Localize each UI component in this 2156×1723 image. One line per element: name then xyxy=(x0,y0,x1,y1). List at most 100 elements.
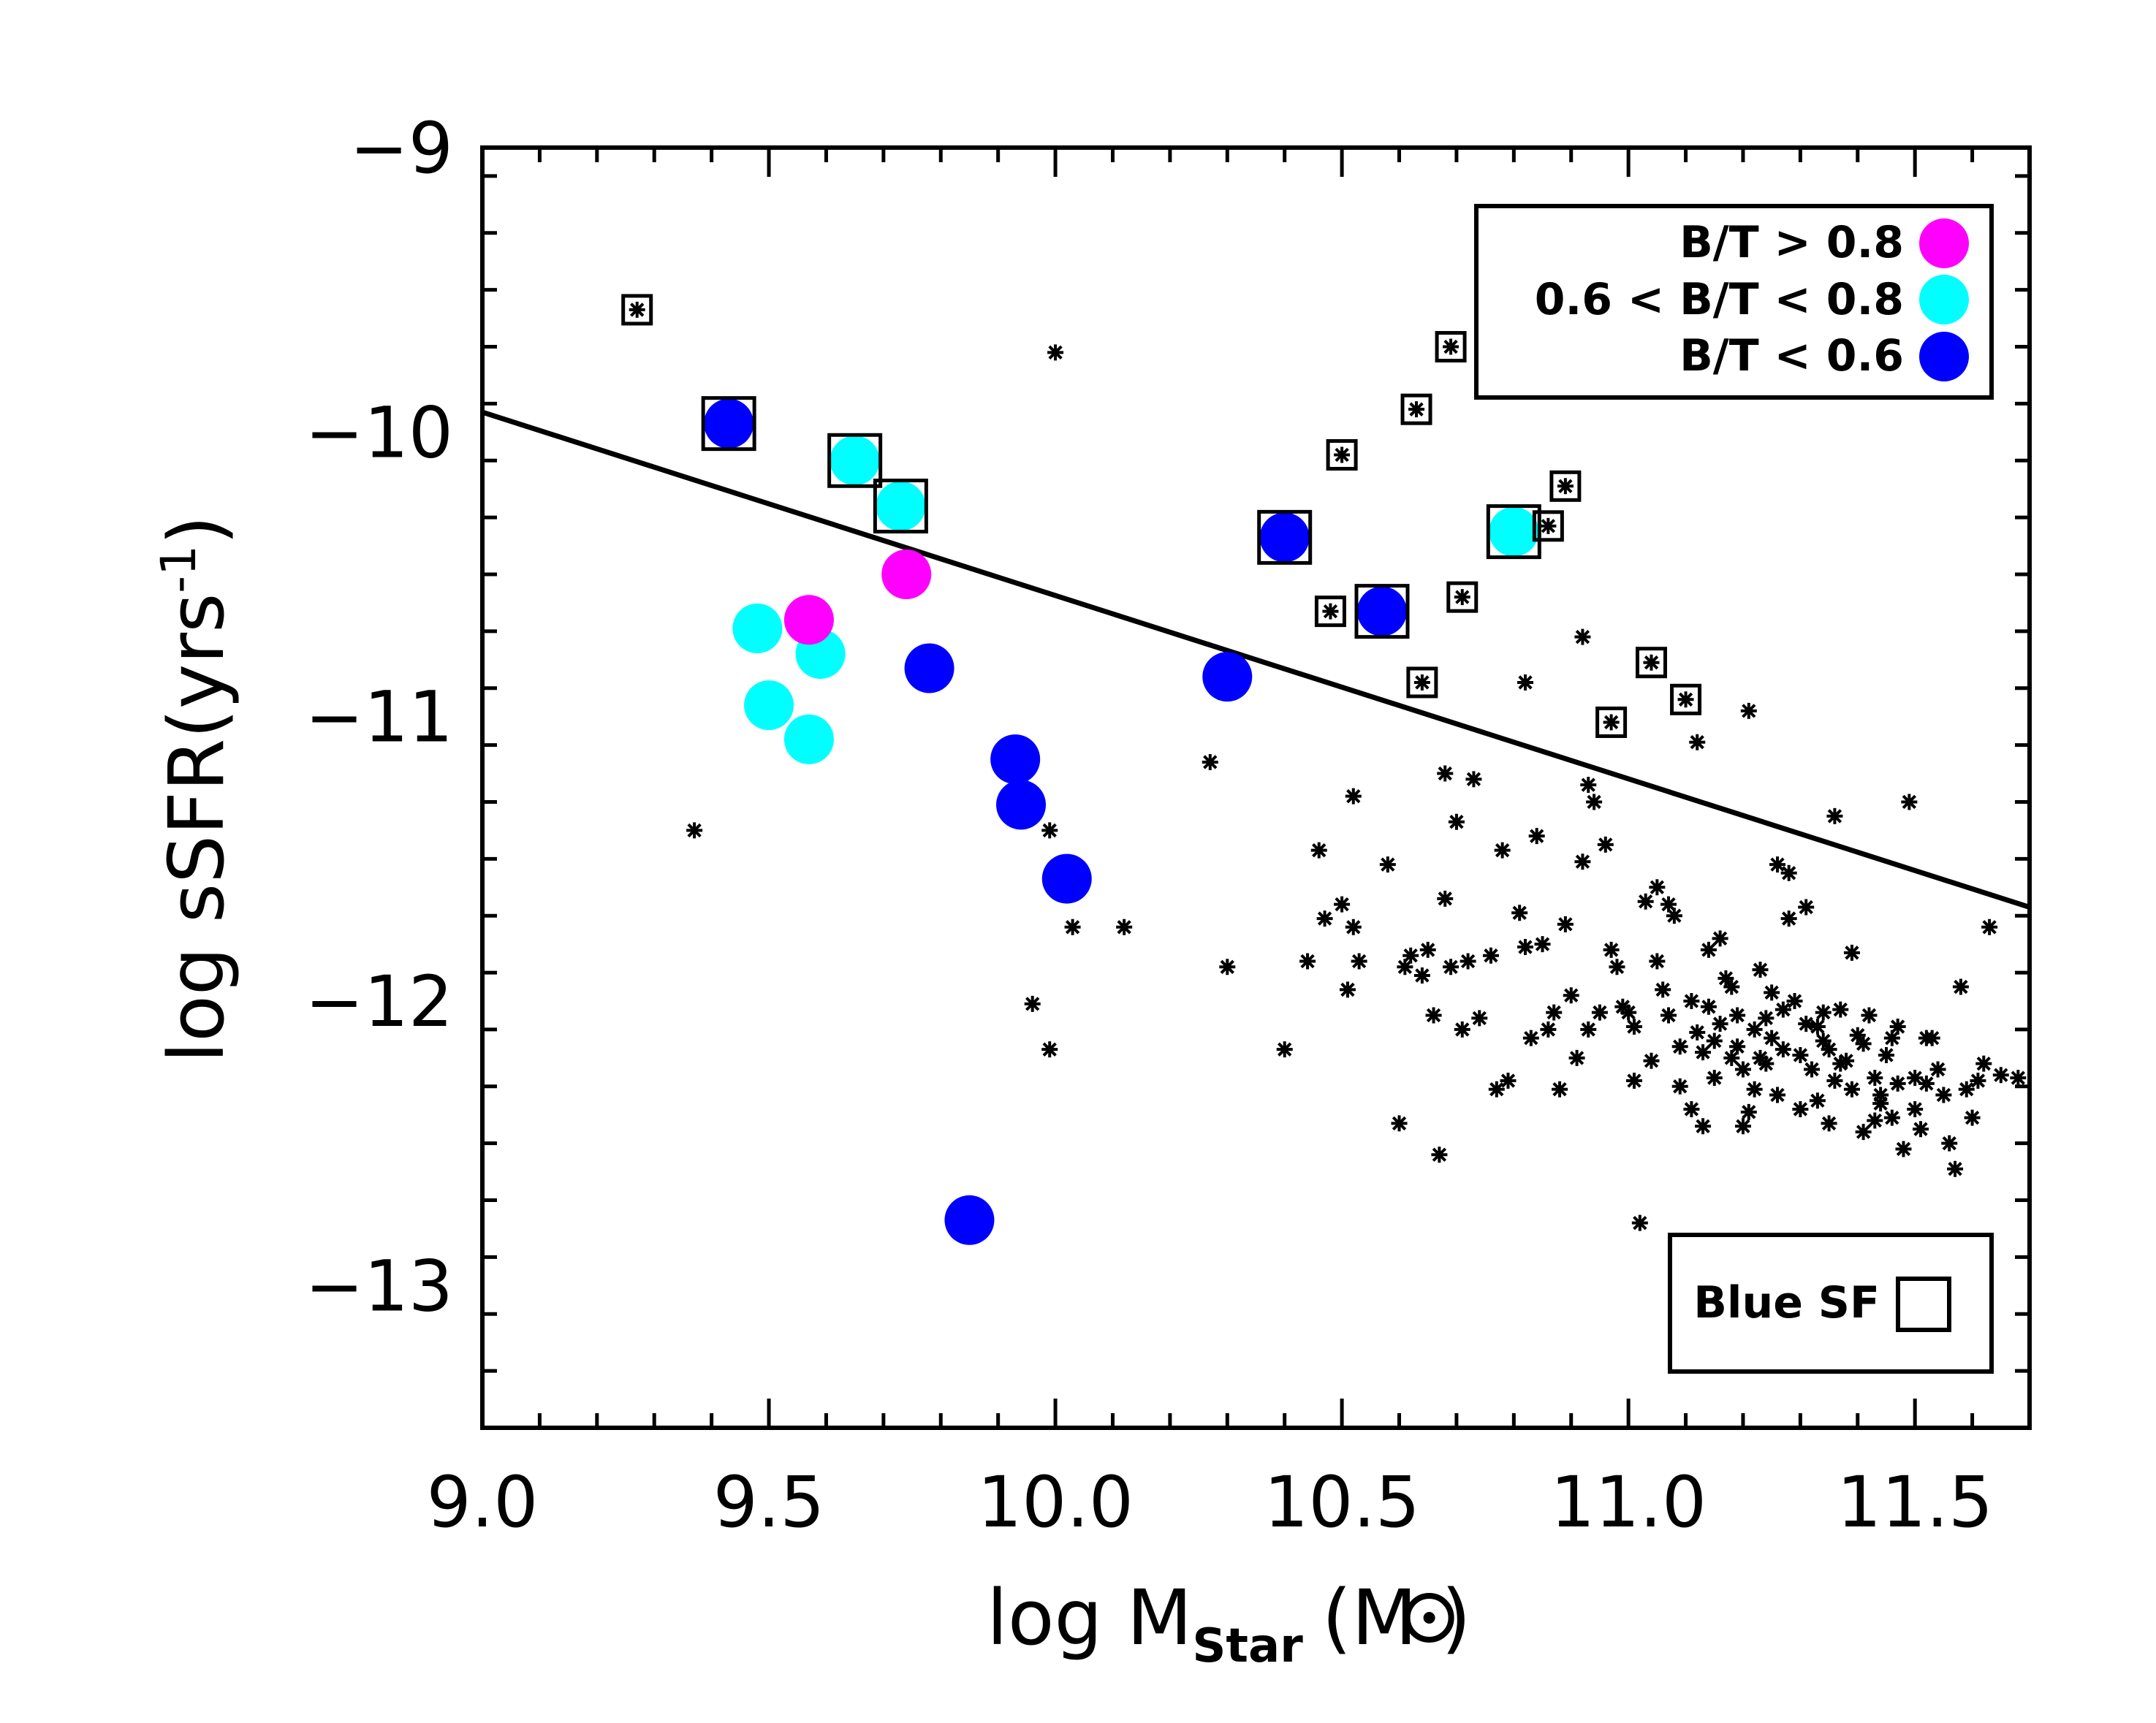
blue-sf-square xyxy=(1486,504,1541,560)
y-axis-title-superscript: -1 xyxy=(151,545,207,593)
y-tick-label: −12 xyxy=(305,961,453,1043)
fit-line-layer xyxy=(482,409,2030,910)
asterisk-point xyxy=(1419,941,1436,958)
asterisk-point xyxy=(1517,674,1534,691)
y-tick-label: −11 xyxy=(305,677,453,758)
asterisk-point xyxy=(686,822,703,839)
solar-mass-symbol xyxy=(1404,1593,1454,1643)
asterisk-point xyxy=(1849,1027,1866,1043)
blue-sf-square xyxy=(1400,393,1432,425)
asterisk-point xyxy=(1316,910,1333,927)
asterisk-point xyxy=(1895,1141,1912,1157)
blue-sf-square xyxy=(1636,647,1668,679)
asterisk-point xyxy=(1047,344,1064,361)
asterisk-point xyxy=(1557,916,1574,932)
y-axis-title: log sSFR(yrs-1) xyxy=(151,515,241,1062)
asterisk-point xyxy=(1391,1115,1408,1132)
asterisk-point xyxy=(1992,1067,2009,1084)
asterisk-point xyxy=(1660,1007,1677,1024)
asterisk-point xyxy=(1952,978,1969,995)
asterisk-point xyxy=(1437,765,1454,782)
asterisk-point xyxy=(1591,1004,1608,1021)
asterisk-point xyxy=(1838,1052,1855,1069)
asterisk-point xyxy=(1832,1001,1849,1018)
asterisk-point xyxy=(1889,1075,1906,1092)
asterisk-point xyxy=(1437,890,1454,907)
y-tick-label: −13 xyxy=(305,1245,453,1327)
asterisk-point xyxy=(1918,1030,1935,1046)
asterisk-point xyxy=(1689,1024,1706,1041)
asterisk-point xyxy=(1574,853,1591,870)
asterisk-point xyxy=(1671,1078,1688,1095)
asterisk-point xyxy=(1975,1055,1992,1072)
asterisk-point xyxy=(1443,959,1460,975)
blue-sf-square xyxy=(1326,438,1358,471)
asterisk-point xyxy=(1700,998,1717,1015)
asterisk-point xyxy=(1500,1073,1517,1089)
legend: B/T > 0.8 0.6 < B/T < 0.8 B/T < 0.6 xyxy=(1474,204,1994,400)
asterisk-point xyxy=(1764,984,1780,1001)
blue-sf-square xyxy=(1670,683,1702,715)
asterisk-point xyxy=(1471,1010,1488,1027)
asterisk-point xyxy=(1643,1052,1660,1069)
asterisk-point xyxy=(1695,1118,1712,1135)
asterisk-point xyxy=(1723,978,1740,995)
asterisk-point xyxy=(1723,1049,1740,1066)
x-tick-label: 10.0 xyxy=(977,1461,1134,1543)
asterisk-point xyxy=(1878,1046,1894,1063)
asterisk-point xyxy=(1041,1041,1058,1058)
asterisk-point xyxy=(2010,1070,2027,1087)
asterisk-point xyxy=(1769,856,1786,873)
legend-label-bt-low: B/T < 0.6 xyxy=(1679,330,1904,381)
asterisk-point xyxy=(1706,1070,1723,1087)
x-tick-label: 10.5 xyxy=(1264,1461,1420,1543)
asterisk-point xyxy=(1580,777,1597,794)
asterisk-point xyxy=(1625,1073,1642,1089)
asterisk-point xyxy=(1855,1124,1872,1141)
asterisk-point xyxy=(1431,1146,1448,1163)
asterisk-point xyxy=(1712,930,1728,947)
asterisk-point xyxy=(1351,953,1367,970)
scatter-point xyxy=(1356,586,1407,636)
asterisk-point xyxy=(1913,1121,1929,1138)
asterisk-point xyxy=(1729,1007,1746,1024)
asterisk-point xyxy=(1734,1118,1751,1135)
asterisk-point xyxy=(1649,879,1666,896)
asterisk-point xyxy=(1310,842,1327,859)
asterisk-point xyxy=(1482,947,1499,964)
blue-sf-square xyxy=(827,433,883,488)
asterisk-point xyxy=(1408,401,1425,418)
asterisk-point xyxy=(1867,1112,1883,1129)
asterisk-point xyxy=(1780,910,1797,927)
asterisk-point xyxy=(1867,1070,1883,1087)
plot-frame xyxy=(480,145,2032,1430)
scatter-point xyxy=(876,481,926,531)
legend-blue-sf-frame xyxy=(1668,1233,1994,1374)
asterisk-point xyxy=(1643,654,1660,671)
blue-sf-square xyxy=(1435,331,1467,363)
asterisk-point xyxy=(1832,1055,1849,1072)
asterisk-point xyxy=(1488,1081,1505,1098)
x-tick-label: 9.0 xyxy=(427,1461,539,1543)
asterisk-point xyxy=(1821,1041,1837,1058)
scatter-point xyxy=(1041,853,1092,904)
asterisk-point xyxy=(1861,1007,1878,1024)
asterisk-point xyxy=(1660,896,1677,913)
asterisk-point xyxy=(1883,1030,1900,1046)
asterisk-point xyxy=(1700,941,1717,958)
asterisk-point xyxy=(1202,753,1218,770)
asterisk-point xyxy=(1649,953,1666,970)
square-layer xyxy=(621,294,1702,738)
asterisk-point xyxy=(1695,1044,1712,1061)
legend-marker-bt-high xyxy=(1919,218,1969,268)
blue-sf-square xyxy=(1314,596,1346,628)
asterisk-point xyxy=(1219,959,1236,975)
asterisk-point xyxy=(1494,842,1511,859)
scatter-point xyxy=(830,435,880,486)
asterisk-point xyxy=(1683,1100,1700,1117)
asterisk-point xyxy=(1746,1081,1763,1098)
asterisk-point xyxy=(1276,1041,1293,1058)
asterisk-point xyxy=(1826,807,1843,824)
asterisk-point xyxy=(1322,603,1339,620)
